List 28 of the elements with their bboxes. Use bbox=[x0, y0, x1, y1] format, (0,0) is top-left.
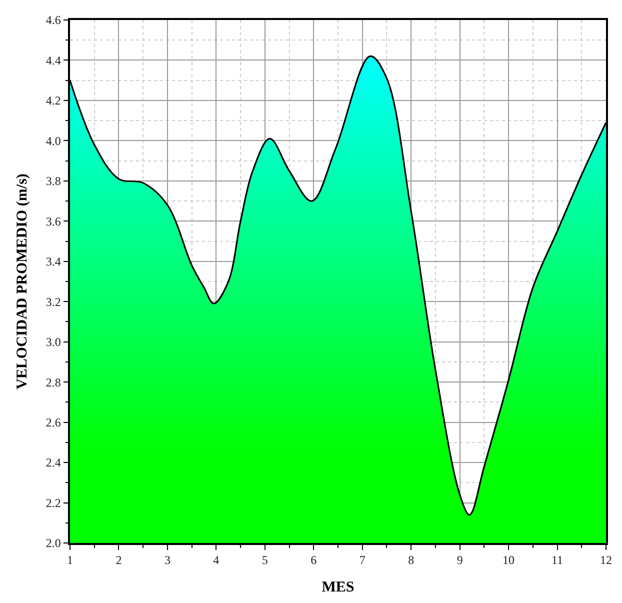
y-tick-label: 2.8 bbox=[46, 375, 61, 390]
x-tick-label: 1 bbox=[67, 553, 73, 568]
y-tick-label: 3.6 bbox=[46, 214, 61, 228]
y-tick-label: 4.6 bbox=[46, 13, 61, 28]
y-tick-label: 3.2 bbox=[46, 294, 61, 309]
x-tick-label: 6 bbox=[310, 553, 317, 568]
y-tick-label: 2.6 bbox=[46, 416, 61, 430]
x-tick-label: 5 bbox=[262, 553, 268, 568]
y-tick-label: 4.4 bbox=[46, 53, 61, 68]
y-tick-label: 4.2 bbox=[46, 94, 61, 108]
y-tick-label: 3.0 bbox=[46, 335, 61, 350]
x-axis-title: MES bbox=[322, 580, 354, 596]
y-tick-label: 2.4 bbox=[46, 456, 61, 470]
x-tick-label: 12 bbox=[600, 553, 612, 568]
x-tick-label: 11 bbox=[551, 553, 564, 568]
y-tick-label: 2.0 bbox=[46, 536, 61, 550]
y-axis-title: VELOCIDAD PROMEDIO (m/s) bbox=[14, 174, 31, 390]
x-tick-label: 8 bbox=[408, 553, 414, 568]
x-tick-label: 7 bbox=[359, 553, 366, 568]
y-tick-label: 2.2 bbox=[46, 496, 61, 510]
x-tick-label: 10 bbox=[502, 553, 515, 568]
x-tick-label: 3 bbox=[164, 553, 170, 568]
x-tick-label: 4 bbox=[213, 553, 220, 568]
y-tick-label: 4.0 bbox=[46, 134, 61, 148]
y-tick-label: 3.8 bbox=[46, 174, 61, 188]
x-tick-label: 2 bbox=[116, 553, 122, 568]
x-tick-label: 9 bbox=[456, 553, 463, 568]
y-tick-label: 3.4 bbox=[46, 254, 61, 269]
